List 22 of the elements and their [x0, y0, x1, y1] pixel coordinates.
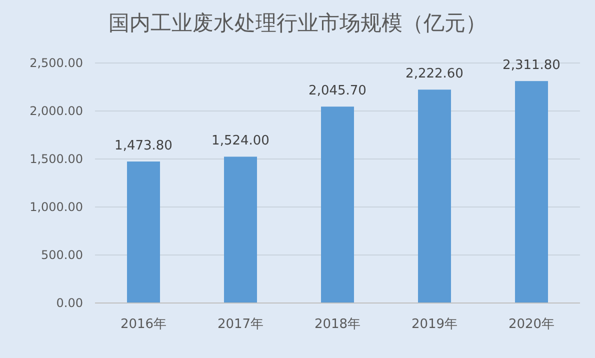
x-tick-label: 2019年: [411, 317, 458, 332]
y-tick-label: 1,000.00: [30, 200, 83, 214]
data-label: 2,311.80: [502, 58, 560, 74]
y-tick-label: 500.00: [41, 248, 83, 262]
bar: [127, 162, 160, 303]
y-tick-label: 0.00: [56, 296, 83, 310]
data-label: 1,473.80: [114, 138, 172, 154]
x-tick-label: 2020年: [508, 317, 555, 332]
x-tick-label: 2016年: [120, 317, 167, 332]
data-label: 2,045.70: [308, 84, 366, 99]
x-tick-label: 2017年: [217, 317, 264, 332]
data-label: 2,222.60: [406, 66, 464, 82]
data-label: 1,524.00: [212, 134, 270, 149]
bar: [515, 81, 548, 303]
bar: [224, 156, 257, 303]
x-tick-label: 2018年: [314, 317, 361, 332]
bar: [418, 90, 451, 303]
y-tick-label: 2,000.00: [30, 104, 83, 118]
bar: [321, 106, 354, 303]
chart-title: 国内工业废水处理行业市场规模（亿元）: [108, 11, 486, 35]
y-tick-label: 2,500.00: [30, 56, 83, 70]
y-tick-label: 1,500.00: [30, 152, 83, 166]
